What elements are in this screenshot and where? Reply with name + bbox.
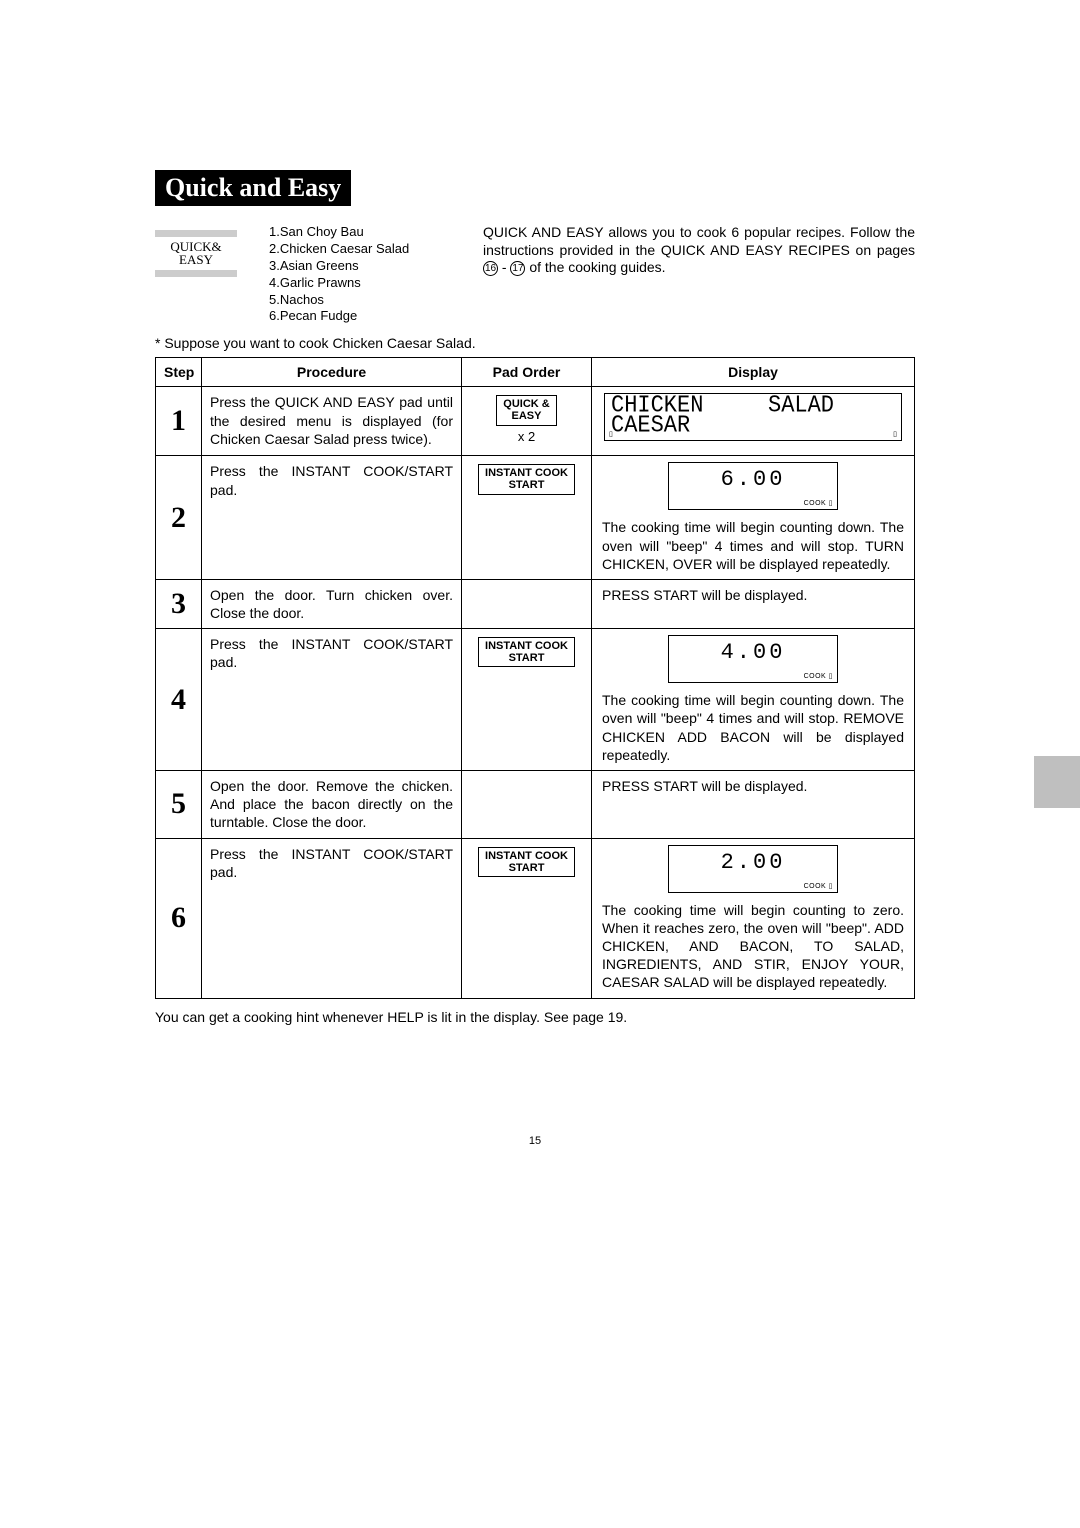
table-row: 2 Press the INSTANT COOK/START pad. INST… bbox=[156, 456, 915, 580]
pad-label: INSTANT COOK bbox=[485, 467, 568, 479]
procedure-text: Press the QUICK AND EASY pad until the d… bbox=[202, 387, 462, 456]
lcd-indicator: ▯ bbox=[609, 430, 613, 438]
display-description: The cooking time will begin counting dow… bbox=[600, 518, 906, 573]
display-cell: 2.00 COOK ▯ The cooking time will begin … bbox=[592, 838, 915, 998]
table-row: 6 Press the INSTANT COOK/START pad. INST… bbox=[156, 838, 915, 998]
display-description: The cooking time will begin counting to … bbox=[600, 901, 906, 992]
col-step: Step bbox=[156, 358, 202, 387]
steps-table: Step Procedure Pad Order Display 1 Press… bbox=[155, 357, 915, 998]
intro-row: QUICK& EASY 1.San Choy Bau 2.Chicken Cae… bbox=[155, 224, 915, 325]
step-number: 3 bbox=[164, 587, 193, 621]
table-row: 4 Press the INSTANT COOK/START pad. INST… bbox=[156, 629, 915, 771]
table-row: 1 Press the QUICK AND EASY pad until the… bbox=[156, 387, 915, 456]
lcd-display: 2.00 COOK ▯ bbox=[668, 845, 838, 893]
cook-indicator: COOK ▯ bbox=[804, 882, 833, 890]
cook-indicator: COOK ▯ bbox=[804, 499, 833, 507]
procedure-text: Press the INSTANT COOK/START pad. bbox=[202, 838, 462, 998]
step-number: 4 bbox=[164, 683, 193, 717]
lcd-text: SALAD bbox=[768, 395, 895, 417]
intro-text-b: of the cooking guides. bbox=[525, 259, 665, 275]
pad-order-cell: INSTANT COOK START bbox=[462, 456, 592, 580]
cook-indicator: COOK ▯ bbox=[804, 672, 833, 680]
table-row: 3 Open the door. Turn chicken over. Clos… bbox=[156, 579, 915, 628]
pad-label: EASY bbox=[503, 410, 549, 422]
table-row: 5 Open the door. Remove the chicken. And… bbox=[156, 771, 915, 839]
instant-cook-start-button: INSTANT COOK START bbox=[478, 847, 575, 877]
step-number: 5 bbox=[164, 787, 193, 821]
section-title: Quick and Easy bbox=[155, 170, 351, 206]
menu-item: 2.Chicken Caesar Salad bbox=[269, 241, 459, 258]
pad-label: INSTANT COOK bbox=[485, 850, 568, 862]
pad-label: START bbox=[485, 652, 568, 664]
manual-page: Quick and Easy QUICK& EASY 1.San Choy Ba… bbox=[0, 0, 1080, 1207]
lcd-time: 2.00 bbox=[675, 848, 831, 874]
procedure-text: Press the INSTANT COOK/START pad. bbox=[202, 629, 462, 771]
lcd-indicator: ▯ bbox=[893, 430, 897, 438]
instant-cook-start-button: INSTANT COOK START bbox=[478, 464, 575, 494]
step-number: 1 bbox=[164, 404, 193, 438]
lcd-text: CAESAR bbox=[611, 415, 738, 437]
step-number: 2 bbox=[164, 501, 193, 535]
intro-paragraph: QUICK AND EASY allows you to cook 6 popu… bbox=[483, 224, 915, 325]
col-pad-order: Pad Order bbox=[462, 358, 592, 387]
lcd-time: 6.00 bbox=[675, 465, 831, 491]
menu-item: 3.Asian Greens bbox=[269, 258, 459, 275]
menu-item: 6.Pecan Fudge bbox=[269, 308, 459, 325]
pad-graphic-col: QUICK& EASY bbox=[155, 224, 245, 325]
pad-order-cell: QUICK & EASY x 2 bbox=[462, 387, 592, 456]
display-cell: PRESS START will be displayed. bbox=[592, 771, 915, 839]
pad-order-cell: INSTANT COOK START bbox=[462, 838, 592, 998]
lcd-time: 4.00 bbox=[675, 638, 831, 664]
pad-order-cell bbox=[462, 579, 592, 628]
display-description: The cooking time will begin counting dow… bbox=[600, 691, 906, 764]
pad-line-2: EASY bbox=[155, 253, 237, 266]
pad-sub: x 2 bbox=[470, 429, 583, 444]
col-display: Display bbox=[592, 358, 915, 387]
display-cell: 6.00 COOK ▯ The cooking time will begin … bbox=[592, 456, 915, 580]
example-note: * Suppose you want to cook Chicken Caesa… bbox=[155, 335, 915, 351]
display-cell: 4.00 COOK ▯ The cooking time will begin … bbox=[592, 629, 915, 771]
intro-dash: - bbox=[498, 259, 510, 275]
quick-easy-button: QUICK & EASY bbox=[496, 395, 556, 425]
instant-cook-start-button: INSTANT COOK START bbox=[478, 637, 575, 667]
col-procedure: Procedure bbox=[202, 358, 462, 387]
quick-easy-pad: QUICK& EASY bbox=[155, 230, 237, 277]
display-cell: PRESS START will be displayed. bbox=[592, 579, 915, 628]
page-ref-2: 17 bbox=[510, 261, 525, 276]
lcd-display: CHICKEN CAESAR SALAD ▯ ▯ bbox=[604, 393, 902, 441]
menu-item: 4.Garlic Prawns bbox=[269, 275, 459, 292]
procedure-text: Press the INSTANT COOK/START pad. bbox=[202, 456, 462, 580]
procedure-text: Open the door. Remove the chicken. And p… bbox=[202, 771, 462, 839]
pad-label: QUICK & bbox=[503, 398, 549, 410]
pad-label: START bbox=[485, 862, 568, 874]
display-cell: CHICKEN CAESAR SALAD ▯ ▯ bbox=[592, 387, 915, 456]
pad-label: START bbox=[485, 479, 568, 491]
page-ref-1: 16 bbox=[483, 261, 498, 276]
display-description: PRESS START will be displayed. bbox=[600, 777, 906, 795]
table-header-row: Step Procedure Pad Order Display bbox=[156, 358, 915, 387]
pad-label: INSTANT COOK bbox=[485, 640, 568, 652]
menu-item: 1.San Choy Bau bbox=[269, 224, 459, 241]
pad-order-cell: INSTANT COOK START bbox=[462, 629, 592, 771]
menu-list: 1.San Choy Bau 2.Chicken Caesar Salad 3.… bbox=[269, 224, 459, 325]
display-description: PRESS START will be displayed. bbox=[600, 586, 906, 604]
lcd-display: 4.00 COOK ▯ bbox=[668, 635, 838, 683]
step-number: 6 bbox=[164, 901, 193, 935]
help-footnote: You can get a cooking hint whenever HELP… bbox=[155, 1009, 915, 1025]
procedure-text: Open the door. Turn chicken over. Close … bbox=[202, 579, 462, 628]
lcd-display: 6.00 COOK ▯ bbox=[668, 462, 838, 510]
page-number: 15 bbox=[155, 1135, 915, 1147]
intro-text-a: QUICK AND EASY allows you to cook 6 popu… bbox=[483, 224, 915, 258]
menu-item: 5.Nachos bbox=[269, 292, 459, 309]
pad-order-cell bbox=[462, 771, 592, 839]
